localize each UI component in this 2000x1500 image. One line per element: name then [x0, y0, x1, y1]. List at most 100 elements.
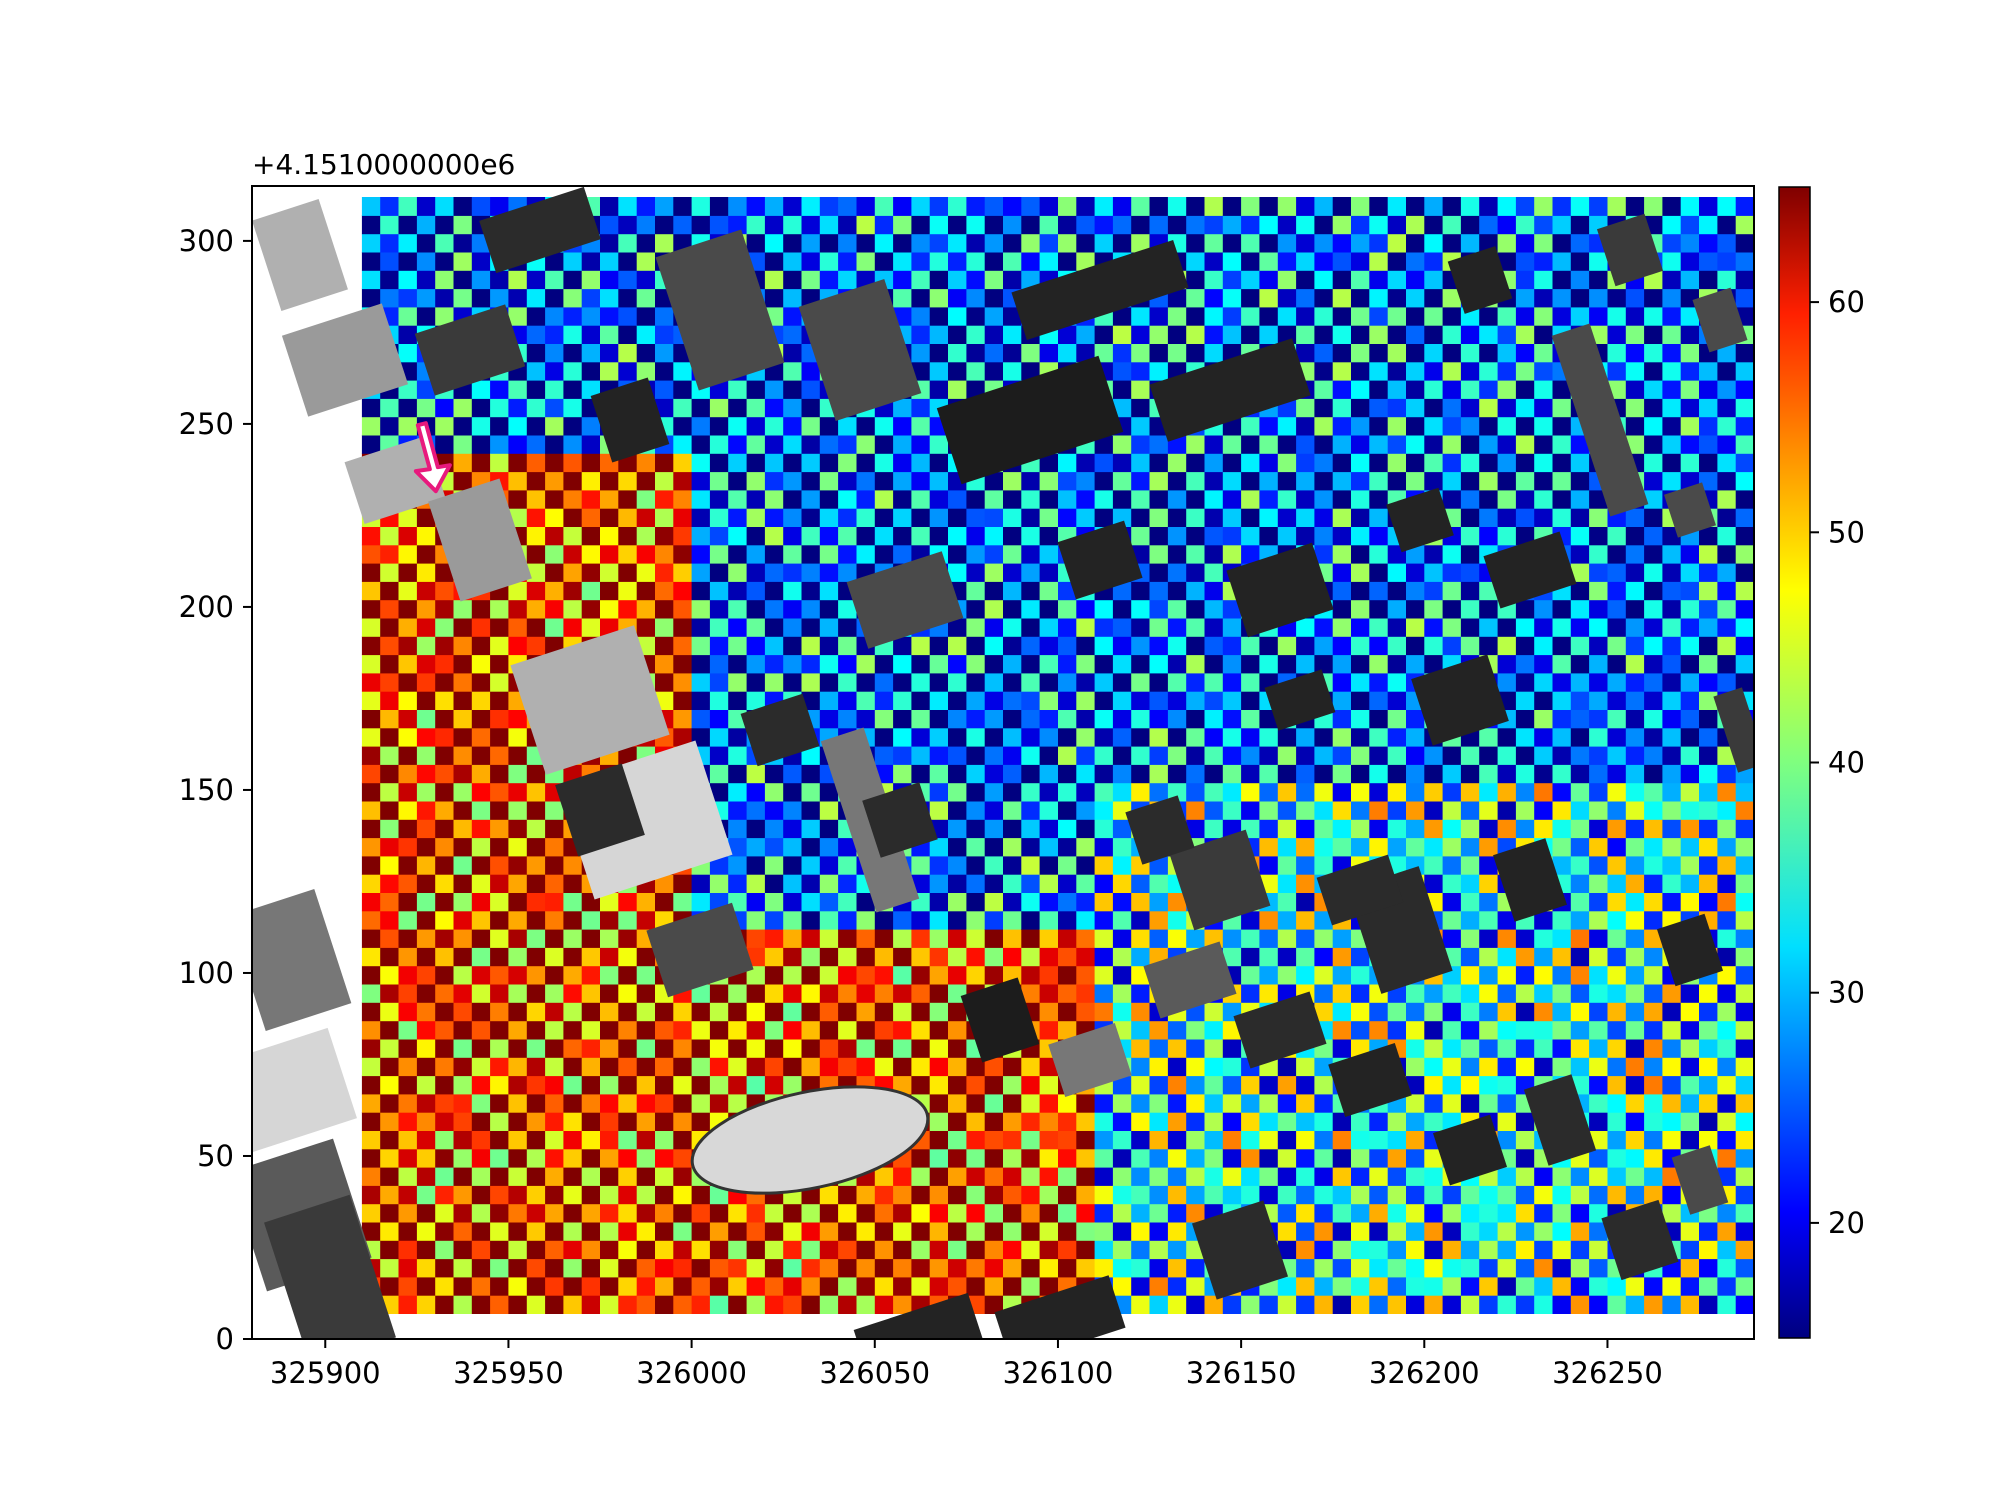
heatmap-cell [1735, 599, 1754, 619]
heatmap-cell [1149, 929, 1169, 948]
building-footprint [252, 1027, 357, 1153]
heatmap-cell [764, 1240, 784, 1260]
heatmap-cell [453, 1295, 473, 1314]
heatmap-cell [636, 215, 656, 235]
heatmap-cell [1277, 1240, 1297, 1260]
heatmap-cell [1497, 1093, 1517, 1113]
heatmap-cell [1314, 636, 1334, 656]
heatmap-cell [1460, 1057, 1480, 1077]
heatmap-cell [526, 782, 546, 802]
heatmap-cell [1534, 800, 1554, 820]
heatmap-cell [508, 270, 528, 290]
heatmap-cell [1131, 746, 1151, 765]
heatmap-cell [1442, 599, 1462, 619]
heatmap-cell [728, 453, 748, 473]
heatmap-cell [1570, 837, 1590, 857]
heatmap-cell [1607, 1295, 1627, 1314]
heatmap-cell [838, 489, 857, 509]
heatmap-cell [948, 1203, 967, 1223]
heatmap-cell [1021, 1112, 1041, 1131]
heatmap-cell [764, 251, 784, 271]
heatmap-cell [746, 1221, 766, 1241]
heatmap-cell [1644, 892, 1663, 912]
heatmap-cell [1699, 837, 1718, 857]
heatmap-cell [746, 1038, 766, 1058]
heatmap-cell [1332, 453, 1352, 473]
heatmap-cell [984, 361, 1004, 381]
heatmap-cell [398, 416, 418, 436]
heatmap-cell [1662, 1276, 1682, 1296]
heatmap-cell [1515, 526, 1535, 546]
heatmap-cell [1460, 965, 1480, 985]
heatmap-cell [783, 800, 803, 820]
heatmap-cell [1552, 197, 1572, 216]
heatmap-cell [966, 1167, 986, 1186]
heatmap-cell [1717, 929, 1737, 948]
heatmap-cell [435, 727, 455, 747]
heatmap-cell [1442, 215, 1462, 235]
building-footprint [1483, 531, 1577, 609]
heatmap-cell [545, 947, 564, 967]
heatmap-cell [1112, 434, 1132, 454]
heatmap-cell [1094, 910, 1114, 930]
heatmap-cell [874, 434, 894, 454]
heatmap-cell [874, 215, 894, 235]
heatmap-cell [691, 654, 711, 674]
heatmap-cell [893, 672, 912, 692]
heatmap-cell [1479, 874, 1499, 893]
heatmap-cell [1149, 654, 1169, 674]
heatmap-cell [1021, 672, 1041, 692]
heatmap-cell [1644, 508, 1663, 527]
heatmap-cell [1277, 197, 1297, 216]
heatmap-cell [416, 1020, 436, 1040]
heatmap-cell [471, 1167, 491, 1186]
heatmap-cell [545, 563, 564, 582]
heatmap-cell [563, 855, 583, 875]
heatmap-cell [746, 929, 766, 948]
heatmap-cell [1003, 654, 1022, 674]
heatmap-cell [471, 910, 491, 930]
heatmap-cell [966, 654, 986, 674]
heatmap-cell [728, 782, 748, 802]
heatmap-cell [361, 1038, 381, 1058]
heatmap-cell [783, 398, 803, 418]
heatmap-cell [838, 251, 857, 271]
heatmap-cell [490, 874, 509, 893]
heatmap-cell [948, 672, 967, 692]
heatmap-cell [1644, 654, 1663, 674]
heatmap-cell [1351, 1295, 1370, 1314]
heatmap-cell [984, 746, 1004, 765]
heatmap-cell [655, 325, 674, 344]
heatmap-cell [1296, 343, 1315, 363]
heatmap-cell [728, 1221, 748, 1241]
heatmap-cell [581, 471, 601, 491]
heatmap-cell [526, 1038, 546, 1058]
y-tick-label: 0 [216, 1322, 234, 1356]
heatmap-cell [361, 599, 381, 619]
heatmap-cell [508, 782, 528, 802]
heatmap-cell [1515, 489, 1535, 509]
heatmap-cell [1131, 581, 1151, 601]
heatmap-cell [764, 929, 784, 948]
heatmap-cell [526, 361, 546, 381]
heatmap-cell [1094, 1203, 1114, 1223]
heatmap-cell [709, 855, 729, 875]
heatmap-cell [673, 617, 693, 637]
heatmap-cell [984, 1167, 1004, 1186]
heatmap-cell [1735, 929, 1754, 948]
heatmap-cell [1442, 1057, 1462, 1077]
heatmap-cell [911, 983, 931, 1003]
heatmap-cell [1039, 1020, 1059, 1040]
heatmap-cell [1222, 306, 1242, 326]
heatmap-cell [618, 1148, 638, 1168]
heatmap-cell [1369, 251, 1389, 271]
heatmap-cell [1387, 1112, 1407, 1131]
heatmap-cell [874, 691, 894, 710]
heatmap-cell [1534, 508, 1554, 527]
heatmap-cell [600, 343, 619, 363]
heatmap-cell [1296, 453, 1315, 473]
heatmap-cell [1680, 380, 1700, 399]
heatmap-cell [874, 489, 894, 509]
heatmap-cell [911, 233, 931, 253]
heatmap-cell [1717, 380, 1737, 399]
